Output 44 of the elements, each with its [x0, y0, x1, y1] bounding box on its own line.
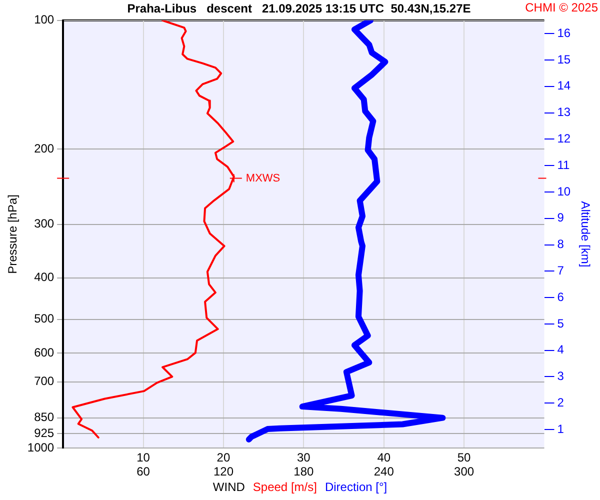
y-axis-title: Pressure [hPa] [6, 194, 20, 274]
y-tick-label: 200 [34, 141, 54, 156]
y2-tick-label: 4 [557, 342, 564, 357]
y-tick-label: 600 [34, 345, 54, 360]
y2-tick-label: 7 [557, 263, 564, 278]
y2-tick-label: 12 [557, 131, 571, 146]
x-tick-label: 30 [296, 450, 311, 464]
y2-tick-label: 13 [557, 105, 571, 120]
y-tick-label: 1000 [27, 440, 54, 454]
y-tick-label: 500 [34, 312, 54, 326]
text: CHMI © 2025 [525, 0, 598, 14]
y2-tick-label: 9 [557, 210, 564, 225]
y2-tick-label: 3 [557, 369, 564, 384]
y-tick-label: 700 [34, 374, 54, 388]
annotation: MXWS [246, 172, 280, 184]
y2-axis-title: Altitude [km] [578, 201, 592, 268]
x-tick-label: 50 [457, 450, 472, 464]
y2-tick-label: 10 [557, 184, 571, 198]
y2-tick-label: 2 [557, 395, 564, 410]
x2-tick-label: 180 [294, 464, 314, 478]
y2-tick-label: 11 [557, 158, 570, 172]
x-tick-label: 40 [377, 450, 391, 464]
y2-tick-label: 8 [557, 237, 564, 252]
y-tick-label: 400 [34, 270, 54, 284]
x2-tick-label: 60 [136, 464, 150, 478]
y2-tick-label: 14 [557, 78, 571, 93]
y2-tick-label: 15 [557, 52, 571, 66]
x2-tick-label: 240 [374, 464, 394, 478]
y-tick-label: 850 [34, 410, 54, 424]
x-tick-label: 20 [216, 450, 230, 464]
chart-title: Praha-Libus descent 21.09.2025 13:15 UTC 50.43N,15.27E [127, 2, 471, 16]
text: Speed [m/s] [252, 480, 317, 494]
y2-tick-label: 16 [557, 26, 571, 40]
x-tick-label: 10 [136, 450, 150, 464]
y2-tick-label: 6 [557, 290, 564, 304]
y-tick-label: 100 [34, 12, 54, 27]
x2-tick-label: 300 [454, 464, 474, 478]
text: Direction [°] [324, 480, 388, 494]
x-axis-title: WIND [212, 480, 245, 494]
x2-tick-label: 120 [213, 464, 234, 478]
y-tick-label: 925 [34, 426, 54, 440]
y2-tick-label: 5 [557, 316, 564, 330]
y2-tick-label: 1 [557, 422, 564, 436]
y-tick-label: 300 [34, 216, 54, 231]
